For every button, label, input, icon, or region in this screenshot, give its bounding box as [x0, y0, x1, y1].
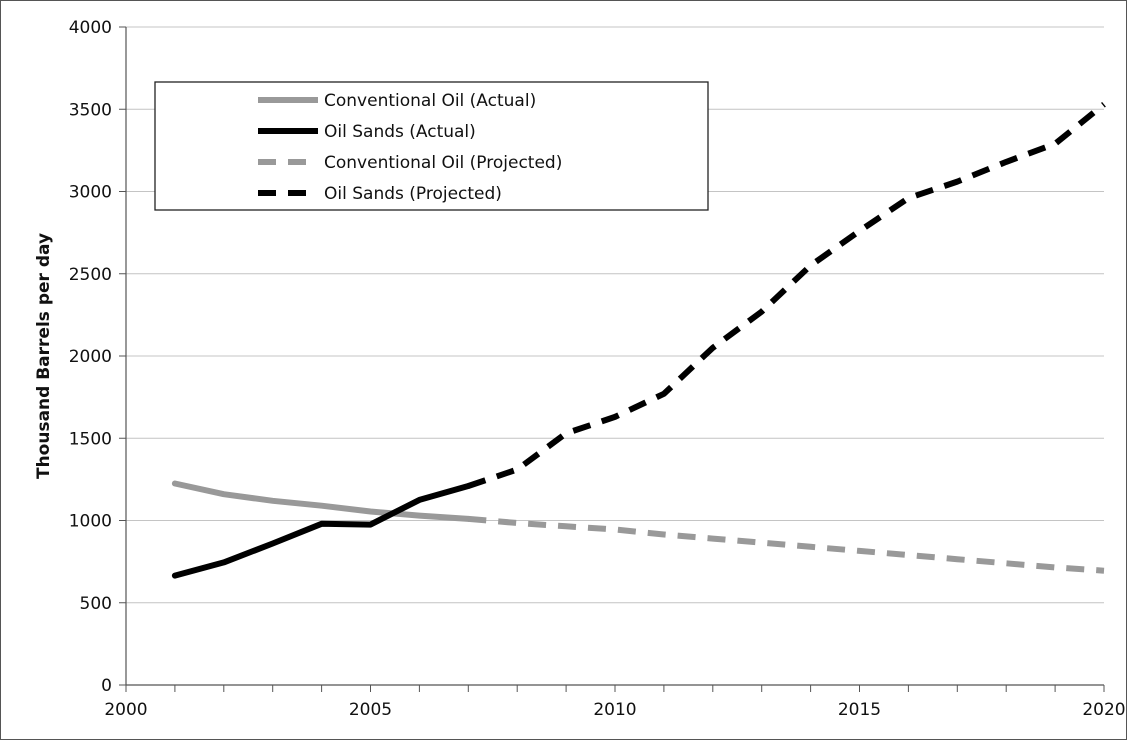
- legend-label: Oil Sands (Projected): [324, 184, 502, 204]
- legend-label: Conventional Oil (Actual): [324, 91, 536, 111]
- legend: Conventional Oil (Actual) Oil Sands (Actu…: [154, 81, 709, 211]
- y-tick-label: 500: [80, 594, 112, 614]
- y-tick-label: 3500: [69, 100, 112, 120]
- legend-label: Oil Sands (Actual): [324, 122, 476, 142]
- legend-box: [154, 81, 709, 211]
- x-tick-label: 2015: [838, 700, 881, 720]
- x-tick-label: 2005: [349, 700, 392, 720]
- y-axis-label: Thousand Barrels per day: [34, 233, 54, 479]
- y-tick-label: 2000: [69, 347, 112, 367]
- series-line-conventional-oil-actual: [171, 480, 472, 522]
- series-line-conventional-oil-projected: [468, 515, 1105, 574]
- series-layer: [171, 101, 1106, 579]
- y-tick-label: 4000: [69, 18, 112, 38]
- x-tick-label: 2000: [104, 700, 147, 720]
- x-tick-label: 2020: [1082, 700, 1125, 720]
- series-line-oil-sands-projected: [467, 101, 1106, 489]
- y-tick-label: 3000: [69, 183, 112, 203]
- y-axis-ticks: 0 500 1000 1500 2000 2500 3000 3500 4000: [69, 18, 126, 696]
- x-axis-ticks: 2000 2005 2010 2015 2020: [104, 685, 1126, 720]
- series-line-oil-sands-actual: [171, 483, 472, 579]
- y-tick-label: 2500: [69, 265, 112, 285]
- y-tick-label: 1000: [69, 512, 112, 532]
- legend-label: Conventional Oil (Projected): [324, 153, 562, 173]
- x-tick-label: 2010: [593, 700, 636, 720]
- y-tick-label: 1500: [69, 429, 112, 449]
- y-tick-label: 0: [101, 676, 112, 696]
